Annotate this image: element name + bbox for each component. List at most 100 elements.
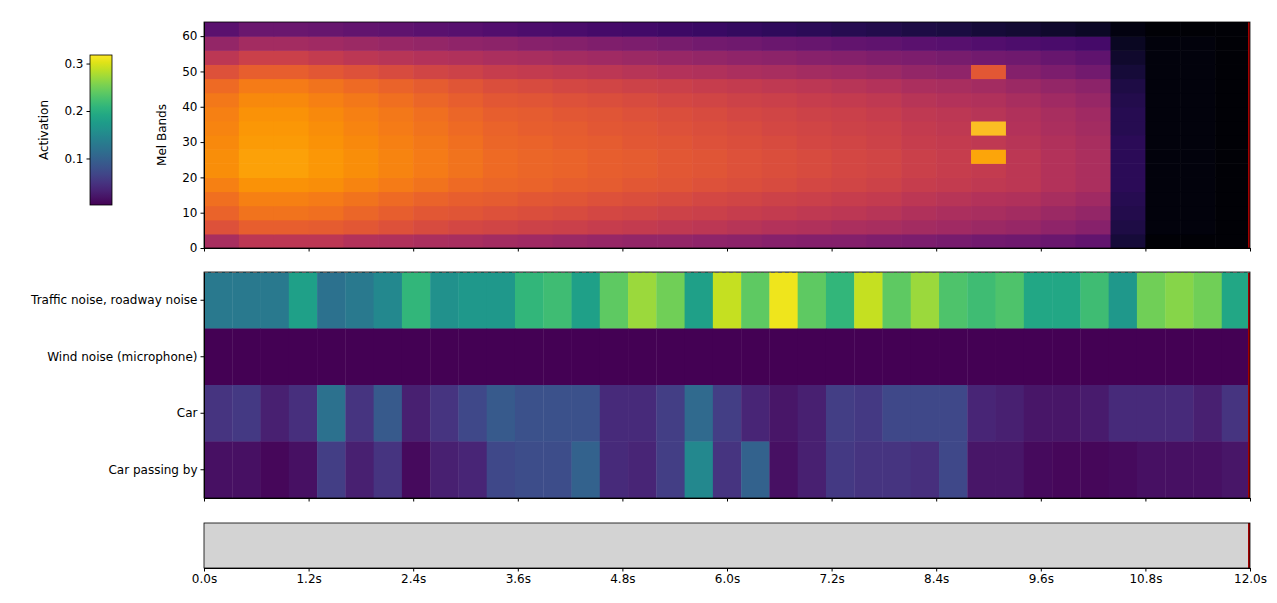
spectrogram-cell	[1041, 22, 1076, 37]
frame	[204, 523, 1250, 568]
spectrogram-cell	[239, 93, 274, 108]
spectrogram-cell	[901, 107, 936, 122]
spectrogram-cell	[553, 135, 588, 150]
spectrogram-cell	[448, 220, 483, 235]
tick-mark	[518, 248, 519, 252]
spectrogram-cell	[832, 107, 867, 122]
activation-cell	[713, 442, 742, 499]
activation-cell	[854, 329, 883, 386]
spectrogram-cell	[343, 234, 378, 248]
spectrogram-cell	[378, 121, 413, 136]
tick-label: 0.1	[64, 152, 83, 166]
spectrogram-cell	[1145, 107, 1180, 122]
spectrogram-cell	[343, 121, 378, 136]
spectrogram-cell	[901, 192, 936, 207]
spectrogram-cell	[378, 22, 413, 37]
spectrogram-cell	[413, 163, 448, 178]
spectrogram-cell	[657, 234, 692, 248]
activation-cell	[600, 442, 629, 499]
spectrogram-cell	[1006, 234, 1041, 248]
activation-cell	[1109, 329, 1138, 386]
activation-cell	[685, 272, 714, 329]
spectrogram-cell	[1180, 192, 1215, 207]
spectrogram-cell	[1111, 93, 1146, 108]
spectrogram-cell	[692, 220, 727, 235]
activation-cell	[543, 385, 572, 442]
spectrogram-cell	[866, 192, 901, 207]
activation-cell	[656, 272, 685, 329]
spectrogram-cell	[239, 121, 274, 136]
spectrogram-cell	[483, 192, 518, 207]
activation-cell	[1222, 385, 1250, 442]
spectrogram-cell	[239, 22, 274, 37]
spectrogram-cell	[936, 107, 971, 122]
spectrogram-cell	[274, 192, 309, 207]
spectrogram-cell	[971, 36, 1006, 51]
activation-cell	[515, 385, 544, 442]
tick: 10	[182, 206, 204, 220]
tick: 9.6s	[1029, 568, 1054, 586]
spectrogram-cell	[622, 36, 657, 51]
spectrogram-cell	[762, 79, 797, 94]
spectrogram-cell	[309, 149, 344, 164]
spectrogram-cell	[343, 206, 378, 221]
activation-cell	[854, 272, 883, 329]
activation-cell	[996, 272, 1025, 329]
spectrogram-cell	[762, 36, 797, 51]
tick-mark	[727, 568, 728, 572]
spectrogram-cell	[832, 206, 867, 221]
activation-cell	[572, 385, 601, 442]
spectrogram-cell	[797, 79, 832, 94]
tick	[309, 498, 310, 502]
spectrogram-cell	[239, 206, 274, 221]
spectrogram-cell	[1006, 93, 1041, 108]
spectrogram-cell	[274, 234, 309, 248]
tick-mark	[727, 498, 728, 502]
spectrogram-cell	[239, 135, 274, 150]
spectrogram-cell	[1145, 79, 1180, 94]
spectrogram-cell	[553, 163, 588, 178]
spectrogram-cell	[1180, 50, 1215, 65]
spectrogram-cell	[866, 135, 901, 150]
activation-cell	[1193, 329, 1222, 386]
spectrogram-cell	[483, 93, 518, 108]
spectrogram-cell	[553, 192, 588, 207]
spectrogram-cell	[971, 93, 1006, 108]
spectrogram-cell	[343, 50, 378, 65]
spectrogram-cell	[901, 22, 936, 37]
spectrogram-cell	[1006, 206, 1041, 221]
spectrogram-cell	[1180, 121, 1215, 136]
spectrogram-cell	[866, 64, 901, 79]
spectrogram-cell	[901, 177, 936, 192]
spectrogram-cell	[588, 177, 623, 192]
activation-cell	[374, 385, 403, 442]
spectrogram-cell	[413, 135, 448, 150]
tick-mark	[87, 111, 91, 112]
spectrogram-cell	[483, 50, 518, 65]
spectrogram-cell	[588, 149, 623, 164]
activation-cell	[402, 329, 431, 386]
spectrogram-cell	[692, 206, 727, 221]
spectrogram-cell	[309, 177, 344, 192]
spectrogram-cell	[832, 79, 867, 94]
spectrogram-cell	[378, 135, 413, 150]
tick	[1145, 248, 1146, 252]
spectrogram-cell	[1180, 135, 1215, 150]
spectrogram-cell	[239, 79, 274, 94]
spectrogram-cell	[309, 22, 344, 37]
activation-cell	[713, 329, 742, 386]
spectrogram-cell	[1145, 135, 1180, 150]
activation-cell	[882, 385, 911, 442]
spectrogram-cell	[692, 22, 727, 37]
spectrogram-cell	[413, 192, 448, 207]
spectrogram-cell	[657, 121, 692, 136]
spectrogram-cell	[588, 135, 623, 150]
activation-cell	[967, 329, 996, 386]
spectrogram-cell	[413, 50, 448, 65]
spectrogram-cell	[588, 206, 623, 221]
spectrogram-cell	[622, 234, 657, 248]
activation-cell	[600, 385, 629, 442]
spectrogram-cell	[588, 64, 623, 79]
activation-cell	[656, 385, 685, 442]
spectrogram-cell	[901, 149, 936, 164]
